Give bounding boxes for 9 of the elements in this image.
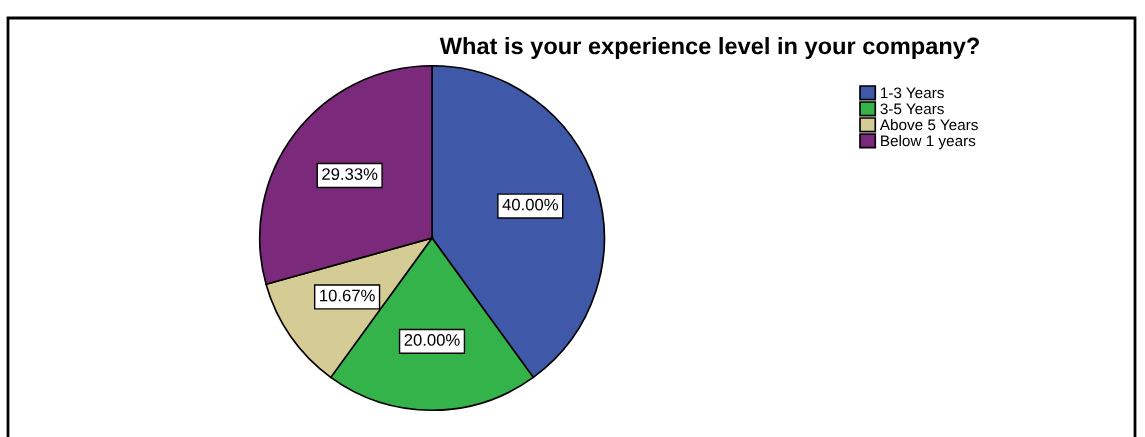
legend-label: 3-5 Years [880,103,944,115]
data-label: 20.00% [404,334,460,346]
data-label: 40.00% [502,198,558,211]
data-label: 29.33% [322,168,378,180]
chart-title: What is your experience level in your company? [439,37,979,59]
legend-label: Below 1 years [881,135,976,150]
data-label: 10.67% [320,289,375,302]
legend-label: Above 5 Years [879,119,978,131]
legend-label: 1-3 Years [881,87,944,99]
